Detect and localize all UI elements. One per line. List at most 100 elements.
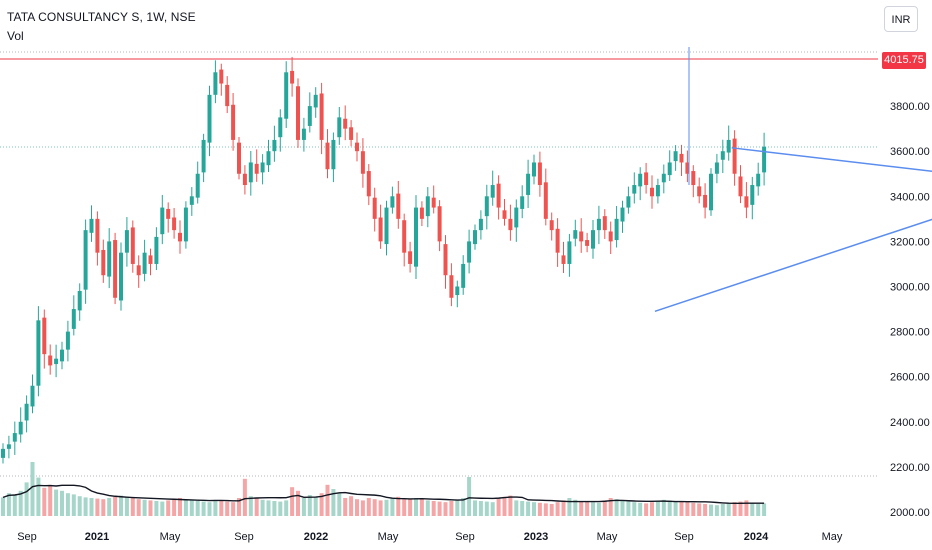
candle-body: [596, 218, 601, 231]
volume-bar: [461, 498, 466, 516]
candle-body: [231, 104, 236, 140]
candle-body: [655, 185, 660, 197]
volume-label: Vol: [7, 29, 24, 43]
volume-bar: [756, 504, 761, 516]
candle-body: [585, 240, 590, 246]
volume-bar: [95, 498, 100, 516]
volume-bar: [473, 500, 477, 516]
volume-bar: [207, 502, 212, 516]
volume-bar: [136, 499, 141, 516]
candle-body: [313, 94, 318, 108]
volume-bar: [591, 502, 595, 516]
volume-bar: [555, 502, 560, 516]
trendlines: [654, 147, 932, 313]
volume-bar: [83, 497, 88, 516]
candle-body: [496, 183, 501, 208]
candle-body: [178, 232, 182, 242]
volume-bar: [608, 498, 613, 516]
volume-bar: [467, 477, 472, 516]
volume-bar: [644, 503, 649, 516]
volume-bar: [113, 496, 118, 516]
volume-bar: [561, 500, 566, 516]
candle-body: [467, 241, 472, 263]
candle-body: [89, 218, 94, 233]
candle-body: [514, 207, 519, 228]
candle-body: [201, 139, 206, 173]
volume-bar: [762, 503, 767, 516]
candle-body: [455, 286, 460, 296]
candle-body: [242, 173, 247, 186]
candle-body: [142, 252, 147, 274]
candle-body: [490, 185, 495, 198]
candle-body: [396, 193, 401, 219]
candle-body: [77, 291, 82, 311]
volume-bar: [449, 501, 454, 516]
volume-bar: [585, 501, 590, 516]
candle-body: [154, 236, 159, 264]
volume-bar: [319, 493, 324, 516]
price-tick-label: 3600.00: [890, 146, 930, 158]
candle-body: [756, 173, 761, 187]
volume-bar: [225, 501, 230, 516]
candle-body: [113, 240, 118, 298]
candle-body: [638, 173, 643, 187]
volume-bar: [390, 498, 395, 516]
volume-bar: [213, 500, 218, 516]
candle-body: [42, 317, 47, 355]
volume-bar: [355, 499, 359, 516]
volume-bar: [1, 497, 5, 516]
candle-body: [714, 162, 719, 174]
currency-button[interactable]: INR: [884, 6, 918, 32]
volume-bar: [744, 500, 749, 516]
trendline-upper: [731, 147, 932, 173]
volume-bar: [119, 495, 123, 516]
volume-bar: [573, 499, 578, 516]
candle-body: [709, 173, 713, 211]
candle-body: [296, 86, 300, 140]
candle-body: [260, 162, 265, 173]
candle-body: [71, 309, 76, 329]
volume-bar: [496, 498, 501, 516]
candle-body: [644, 172, 649, 186]
symbol-title: TATA CONSULTANCY S, 1W, NSE: [7, 10, 196, 24]
volume-bar: [366, 498, 371, 516]
volume-bar: [343, 498, 348, 516]
volume-bar: [685, 502, 690, 516]
candle-body: [431, 197, 436, 208]
volume-bar: [543, 503, 548, 516]
candle-body: [183, 207, 188, 242]
volume-bar: [24, 482, 29, 516]
volume-bar: [89, 498, 94, 516]
volume-bar: [18, 490, 23, 516]
volume-bar: [614, 499, 619, 516]
candle-body: [408, 251, 413, 264]
volume-bar: [655, 501, 660, 516]
volume-bar: [579, 501, 584, 516]
time-tick-label: 2024: [744, 531, 769, 543]
volume-bar: [532, 502, 536, 516]
volume-bar: [254, 498, 259, 516]
candle-body: [608, 231, 613, 242]
candle-body: [484, 196, 489, 217]
volume-bar: [520, 501, 525, 516]
candle-body: [685, 162, 690, 174]
volume-bar: [101, 499, 106, 516]
volume-bar: [738, 501, 743, 516]
candle-body: [402, 220, 407, 253]
candle-body: [195, 173, 200, 198]
candle-body: [537, 162, 542, 186]
trendline-lower: [654, 218, 932, 313]
candle-body: [95, 218, 100, 253]
volume-bar: [650, 502, 654, 516]
candle-body: [579, 231, 584, 242]
volume-bar: [36, 477, 41, 516]
price-tick-label: 2200.00: [890, 462, 930, 474]
candle-body: [561, 255, 566, 264]
volume-bar: [402, 499, 407, 516]
candle-body: [366, 171, 371, 197]
time-tick-label: 2021: [85, 531, 109, 543]
candle-body: [543, 182, 548, 219]
candle-body: [160, 207, 165, 235]
volume-bar: [284, 500, 289, 516]
